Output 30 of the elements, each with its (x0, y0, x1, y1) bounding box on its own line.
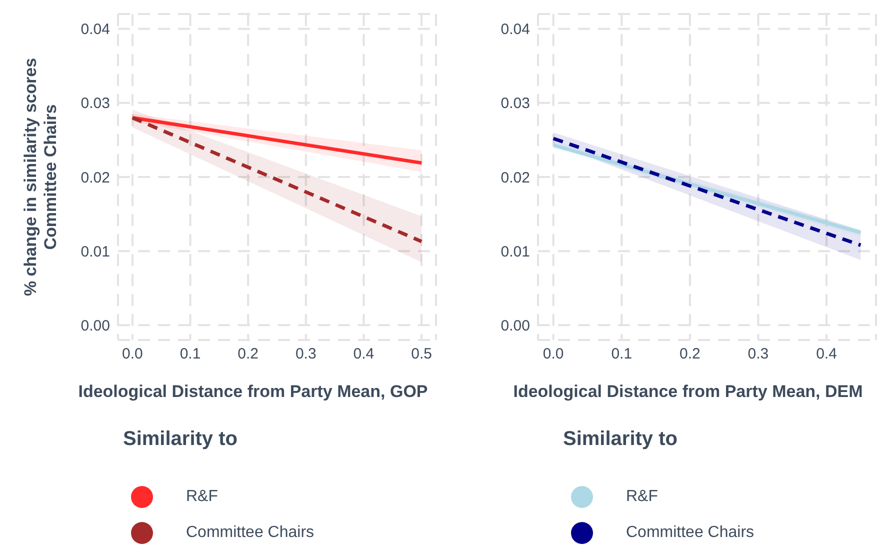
legend-label: R&F (626, 488, 658, 506)
y-tick-label: 0.01 (500, 243, 530, 260)
legend-title: Similarity to (123, 428, 238, 451)
x-tick-label: 0.4 (816, 346, 837, 363)
y-tick-label: 0.03 (500, 95, 530, 112)
x-tick-label: 0.4 (353, 346, 374, 363)
y-tick-label: 0.03 (80, 95, 110, 112)
y-tick-label: 0.00 (500, 318, 530, 335)
x-tick-label: 0.5 (411, 346, 432, 363)
x-tick-label: 0.2 (680, 346, 700, 363)
legend-label: Committee Chairs (626, 524, 754, 542)
x-tick-label: 0.3 (295, 346, 316, 363)
x-tick-label: 0.0 (542, 346, 564, 363)
x-tick-label: 0.1 (180, 346, 201, 363)
y-tick-label: 0.02 (80, 169, 110, 186)
y-tick-label: 0.02 (500, 169, 530, 186)
legend-title: Similarity to (563, 428, 678, 451)
x-tick-label: 0.3 (748, 346, 769, 363)
x-axis-title: Ideological Distance from Party Mean, DEM (512, 382, 864, 402)
x-tick-label: 0.0 (122, 346, 143, 363)
legend-label: Committee Chairs (186, 524, 314, 542)
x-axis-title: Ideological Distance from Party Mean, GOP (77, 382, 429, 402)
x-tick-label: 0.2 (238, 346, 259, 363)
y-tick-label: 0.04 (80, 21, 110, 38)
y-tick-label: 0.04 (500, 21, 530, 38)
legend-label: R&F (186, 488, 218, 506)
x-tick-label: 0.1 (611, 346, 632, 363)
y-tick-label: 0.01 (80, 243, 110, 260)
y-axis-title: % change in similarity scores Committee Chairs (21, 58, 60, 296)
y-tick-label: 0.00 (80, 318, 110, 335)
